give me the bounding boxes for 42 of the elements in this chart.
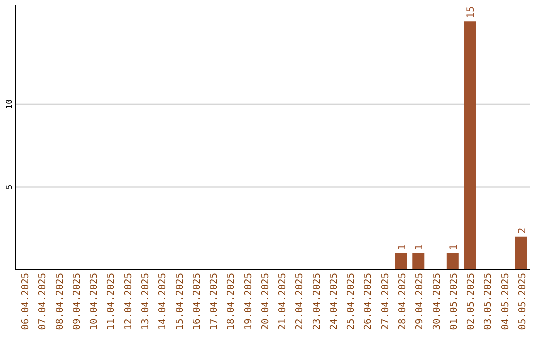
x-tick-label: 24.04.2025 <box>328 273 340 330</box>
x-tick-label: 26.04.2025 <box>363 273 374 330</box>
x-tick-label: 21.04.2025 <box>278 273 289 330</box>
data-label: 1 <box>448 244 460 250</box>
bar <box>515 236 528 270</box>
x-tick-label: 01.05.2025 <box>448 273 460 330</box>
x-tick-label: 25.04.2025 <box>346 273 358 330</box>
data-label: 2 <box>517 228 528 234</box>
x-tick-label: 05.05.2025 <box>517 273 528 330</box>
x-tick-label: 04.05.2025 <box>500 273 512 330</box>
data-label: 1 <box>414 244 426 250</box>
y-tick-label: 5 <box>5 184 14 190</box>
x-tick-label: 07.04.2025 <box>38 273 49 330</box>
x-tick-label: 02.05.2025 <box>466 273 478 330</box>
x-tick-label: 15.04.2025 <box>174 273 186 330</box>
x-tick-label: 17.04.2025 <box>209 273 220 330</box>
x-tick-label: 29.04.2025 <box>414 273 426 330</box>
data-label: 15 <box>466 6 478 19</box>
x-tick-label: 23.04.2025 <box>312 273 323 330</box>
bar <box>412 253 425 270</box>
x-tick-label: 14.04.2025 <box>158 273 169 330</box>
x-tick-label: 16.04.2025 <box>192 273 203 330</box>
x-tick-label: 12.04.2025 <box>123 273 134 330</box>
x-tick-label: 08.04.2025 <box>54 273 66 330</box>
x-tick-label: 27.04.2025 <box>380 273 392 330</box>
x-tick-label: 19.04.2025 <box>243 273 254 330</box>
x-tick-label: 20.04.2025 <box>260 273 272 330</box>
x-tick-label: 09.04.2025 <box>72 273 83 330</box>
bar <box>446 253 459 270</box>
x-tick-label: 06.04.2025 <box>20 273 32 330</box>
x-tick-label: 28.04.2025 <box>398 273 408 330</box>
x-tick-label: 18.04.2025 <box>226 273 238 330</box>
x-tick-label: 22.04.2025 <box>294 273 306 330</box>
data-label: 1 <box>398 244 409 250</box>
x-tick-label: 11.04.2025 <box>106 273 118 330</box>
x-tick-label: 10.04.2025 <box>89 273 100 330</box>
bar <box>396 253 408 270</box>
bar <box>464 22 476 270</box>
x-tick-label: 30.04.2025 <box>432 273 443 330</box>
x-tick-label: 03.05.2025 <box>483 273 494 330</box>
x-tick-label: 13.04.2025 <box>140 273 152 330</box>
y-tick-label: 10 <box>5 99 14 110</box>
